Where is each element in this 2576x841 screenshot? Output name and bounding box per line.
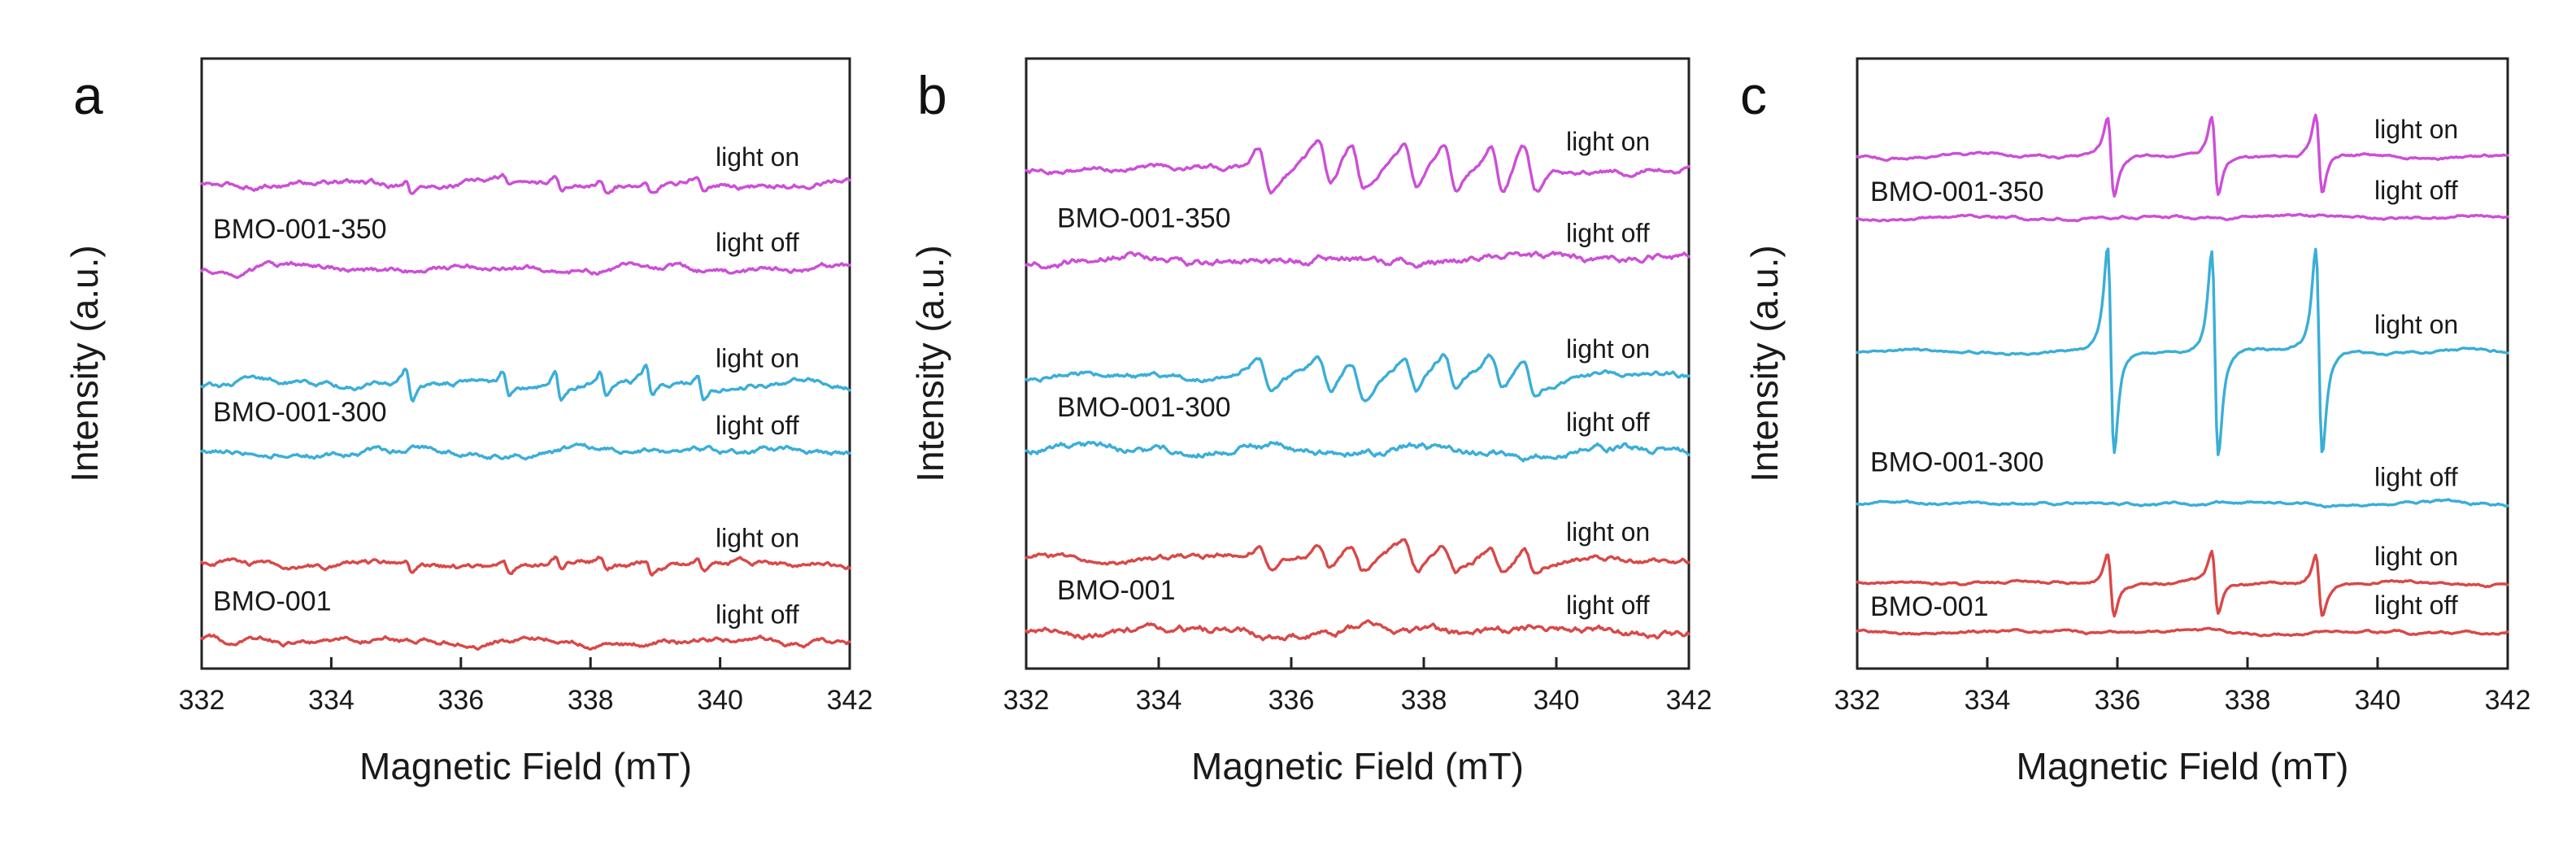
x-tick-label: 342	[2485, 685, 2531, 716]
panel-letter-c: c	[1740, 65, 1767, 125]
x-tick-label: 336	[437, 685, 484, 716]
x-tick-label: 342	[1666, 685, 1712, 716]
trace-bmo-001-300-light-off	[1025, 440, 1690, 463]
panel-letter-a: a	[73, 65, 103, 125]
trace-bmo-001-350-light-on	[1025, 138, 1690, 195]
trace-bmo-001-300-light-on	[1025, 353, 1690, 403]
y-axis-title: Intensity (a.u.)	[909, 245, 951, 482]
trace-bmo-001-300-light-off	[200, 442, 851, 461]
sample-label: BMO-001	[213, 586, 332, 617]
x-tick-label: 340	[697, 685, 743, 716]
x-tick-label: 342	[827, 685, 873, 716]
state-label: light off	[716, 599, 799, 629]
sample-label: BMO-001-300	[1870, 447, 2044, 478]
panel-a: a Intensity (a.u.) 332 334 336 338 340 342 Magne…	[63, 57, 873, 787]
state-label: light off	[716, 411, 799, 440]
panel-c: c Intensity (a.u.) 332 334 336 338 340 342 Magne…	[1740, 57, 2531, 787]
x-axis-title: Magnetic Field (mT)	[1191, 745, 1524, 787]
state-label: light on	[2374, 542, 2458, 571]
trace-bmo-001-350-light-off	[1856, 212, 2509, 223]
x-tick-label: 336	[1268, 685, 1315, 716]
state-label: light on	[716, 524, 799, 553]
y-axis-title: Intensity (a.u.)	[63, 245, 106, 482]
trace-bmo-001-light-on	[1856, 549, 2509, 618]
sample-label: BMO-001-300	[213, 397, 387, 428]
plot-frame	[1025, 57, 1690, 670]
state-label: light on	[1566, 127, 1650, 156]
state-label: light on	[1566, 517, 1650, 547]
state-label: light off	[1566, 590, 1650, 620]
trace-bmo-001-350-light-on	[1856, 113, 2509, 198]
state-label: light off	[1566, 219, 1650, 248]
x-tick-label: 334	[1965, 685, 2011, 716]
x-axis-title: Magnetic Field (mT)	[359, 745, 692, 787]
x-tick-label: 332	[1834, 685, 1881, 716]
x-tick-label: 336	[2095, 685, 2141, 716]
sample-label: BMO-001-300	[1057, 392, 1231, 423]
state-label: light off	[1566, 407, 1650, 437]
panel-letter-b: b	[917, 65, 947, 125]
x-tick-label: 340	[1534, 685, 1580, 716]
x-tick-label: 338	[568, 685, 614, 716]
state-label: light off	[2374, 590, 2458, 620]
x-tick-label: 332	[179, 685, 225, 716]
x-tick-label: 338	[2225, 685, 2271, 716]
trace-bmo-001-300-light-on	[200, 364, 851, 403]
sample-label: BMO-001-350	[1057, 203, 1231, 234]
x-tick-label: 332	[1003, 685, 1050, 716]
x-axis-title: Magnetic Field (mT)	[2017, 745, 2349, 787]
panel-b: b Intensity (a.u.) 332 334 336 338 340 342 Magne…	[909, 57, 1712, 787]
trace-bmo-001-light-off	[1856, 626, 2509, 638]
sample-label: BMO-001-350	[213, 214, 387, 245]
state-label: light on	[716, 142, 799, 172]
plot-frame	[200, 57, 851, 670]
trace-bmo-001-light-off	[1025, 619, 1690, 642]
trace-bmo-001-light-on	[1025, 538, 1690, 575]
state-label: light on	[2374, 310, 2458, 339]
x-tick-label: 338	[1401, 685, 1447, 716]
state-label: light off	[2374, 463, 2458, 492]
state-label: light on	[716, 343, 799, 373]
sample-label: BMO-001-350	[1870, 176, 2044, 207]
x-tick-label: 334	[308, 685, 355, 716]
state-label: light off	[716, 228, 799, 257]
trace-bmo-001-350-light-off	[200, 259, 851, 280]
state-label: light on	[2374, 115, 2458, 144]
trace-bmo-001-300-light-on	[1856, 247, 2509, 456]
x-tick-label: 334	[1136, 685, 1182, 716]
trace-bmo-001-light-off	[200, 633, 851, 651]
sample-label: BMO-001	[1057, 575, 1176, 606]
state-label: light off	[2374, 176, 2458, 205]
y-axis-title: Intensity (a.u.)	[1743, 245, 1786, 482]
sample-label: BMO-001	[1870, 591, 1989, 622]
state-label: light on	[1566, 334, 1650, 364]
trace-bmo-001-350-light-on	[200, 172, 851, 195]
x-tick-label: 340	[2355, 685, 2401, 716]
trace-bmo-001-300-light-off	[1856, 498, 2509, 509]
plot-frame	[1856, 57, 2509, 670]
trace-bmo-001-light-on	[200, 555, 851, 577]
trace-bmo-001-350-light-off	[1025, 251, 1690, 270]
